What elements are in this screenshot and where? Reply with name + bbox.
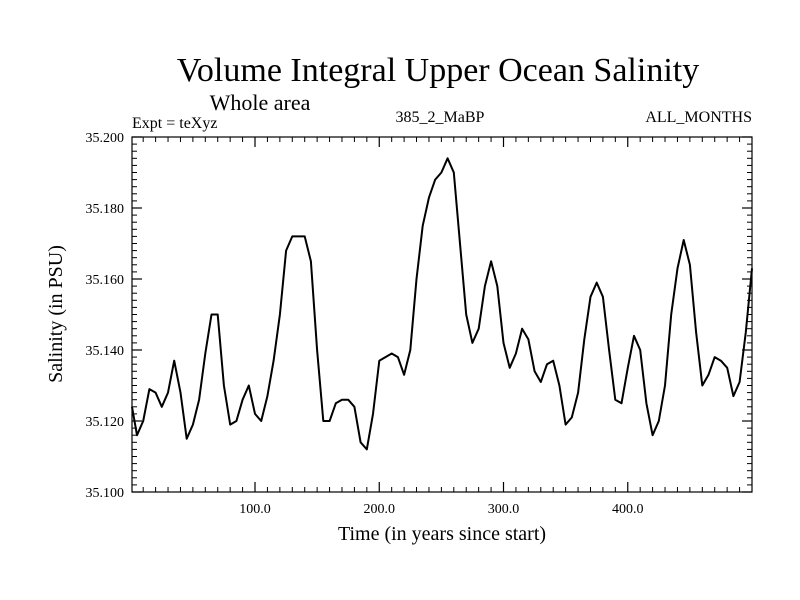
x-axis: 100.0 200.0 300.0 400.0 xyxy=(142,137,741,517)
y-tick-label: 35.200 xyxy=(86,131,125,146)
x-tick-label: 300.0 xyxy=(488,502,520,517)
y-tick-label: 35.140 xyxy=(86,344,125,359)
x-tick-label: 100.0 xyxy=(239,502,271,517)
salinity-series-line xyxy=(131,157,753,451)
x-tick-label: 400.0 xyxy=(612,502,644,517)
chart-subtitle: Whole area xyxy=(210,90,311,115)
y-axis: 35.100 35.120 35.140 35.160 35.180 35.200 xyxy=(86,131,752,501)
y-tick-label: 35.120 xyxy=(86,415,125,430)
plot-frame xyxy=(131,136,753,493)
y-axis-label: Salinity (in PSU) xyxy=(45,245,67,383)
x-tick-label: 200.0 xyxy=(364,502,396,517)
y-tick-label: 35.180 xyxy=(86,202,125,217)
y-tick-label: 35.160 xyxy=(86,273,125,288)
header-left: Expt = teXyz xyxy=(132,115,217,132)
chart-title: Volume Integral Upper Ocean Salinity xyxy=(177,52,699,89)
header-right: ALL_MONTHS xyxy=(645,109,752,126)
y-tick-label: 35.100 xyxy=(86,486,125,501)
header-center: 385_2_MaBP xyxy=(396,109,485,126)
x-axis-label: Time (in years since start) xyxy=(338,523,546,545)
